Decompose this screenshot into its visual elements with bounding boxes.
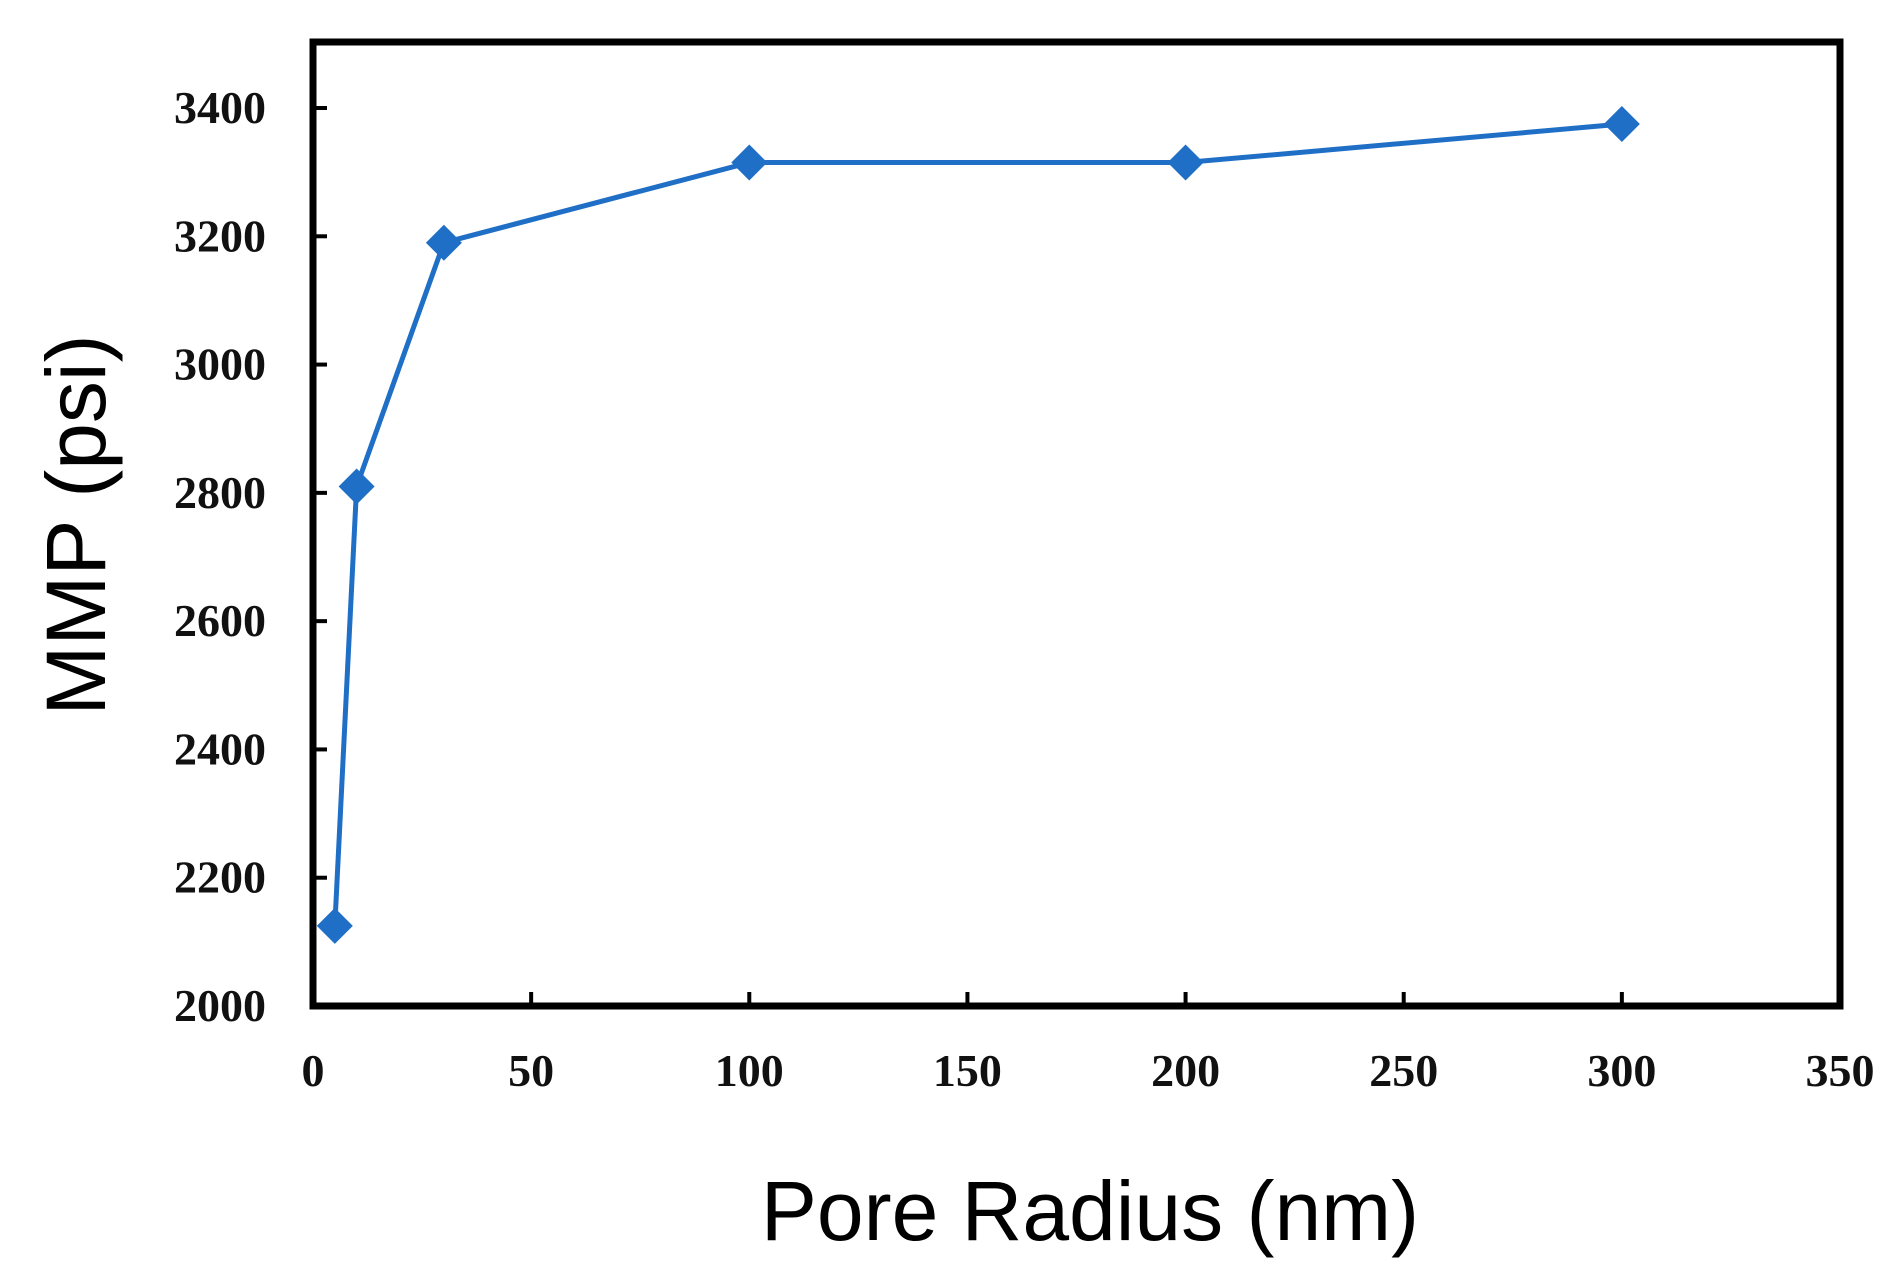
data-point [316,907,353,944]
y-tick-label: 3200 [174,210,266,261]
x-tick-label: 150 [933,1045,1002,1096]
data-point [1603,106,1640,143]
y-tick-label: 2400 [174,723,266,774]
y-tick-label: 2600 [174,595,266,646]
data-point [1167,144,1204,181]
data-point [731,144,768,181]
series-line [332,121,1623,926]
x-tick-label: 350 [1806,1045,1875,1096]
ticks-layer: 0 50 100 150 200 250 300 350 2000 2200 2400 2600 280… [174,82,1875,1096]
x-tick-label: 50 [508,1045,554,1096]
data-point [425,224,462,261]
y-tick-label: 3400 [174,82,266,133]
x-tick-label: 0 [302,1045,325,1096]
plot-frame [309,38,1844,1010]
series-layer [316,106,1640,944]
y-tick-label: 2200 [174,852,266,903]
y-tick-label: 2800 [174,467,266,518]
x-tick-label: 300 [1587,1045,1656,1096]
y-tick-label: 2000 [174,980,266,1031]
x-axis-title: Pore Radius (nm) [761,1164,1419,1258]
data-point [338,468,375,505]
y-axis-title: MMP (psi) [29,334,123,715]
x-tick-label: 100 [715,1045,784,1096]
x-tick-label: 250 [1369,1045,1438,1096]
y-tick-label: 3000 [174,339,266,390]
x-tick-label: 200 [1151,1045,1220,1096]
